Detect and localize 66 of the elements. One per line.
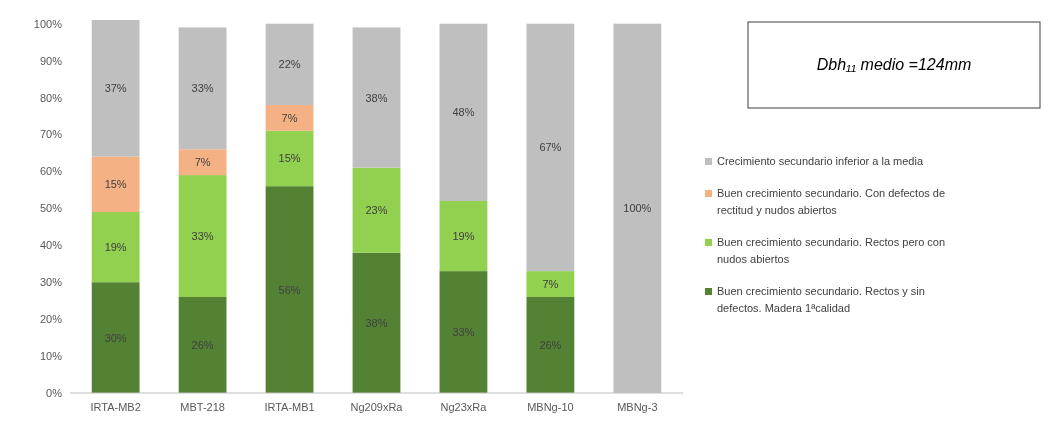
bar [91, 212, 140, 283]
data-label: 33% [452, 326, 475, 339]
y-tick-label: 0% [46, 387, 63, 399]
bar [352, 167, 401, 253]
bar [265, 23, 314, 105]
bar [265, 130, 314, 187]
bar [178, 175, 227, 297]
data-label: 7% [542, 278, 559, 291]
bar [178, 149, 227, 176]
bar [265, 186, 314, 393]
data-label: 33% [191, 82, 214, 95]
x-tick-label: MBT-218 [180, 401, 225, 413]
bar [352, 27, 401, 168]
data-label: 37% [104, 82, 127, 95]
data-label: 26% [191, 338, 214, 351]
bar [526, 296, 575, 393]
bar [439, 271, 488, 393]
y-tick-label: 30% [39, 276, 63, 289]
data-label: 38% [365, 316, 388, 329]
data-label: 30% [104, 331, 127, 344]
data-label: 7% [194, 156, 211, 169]
x-tick-label: MBNg-3 [617, 401, 658, 413]
y-tick-label: 90% [39, 54, 63, 67]
y-tick-label: 50% [39, 202, 63, 215]
x-tick-label: Ng209xRa [350, 401, 404, 413]
data-label: 22% [278, 58, 301, 71]
bar [526, 23, 575, 272]
y-tick-label: 10% [39, 350, 63, 363]
y-tick-label: 100% [33, 17, 63, 30]
legend-label: Buen crecimiento secundario. Rectos y sin defectos. Madera 1ªcalidad [717, 285, 925, 314]
data-label: 19% [104, 241, 127, 254]
x-tick-label: IRTA-MB1 [264, 401, 315, 413]
text: Dbh₁₁ medio =124mm [816, 56, 972, 73]
bar [265, 104, 314, 131]
data-label: 67% [539, 141, 562, 154]
y-tick-label: 20% [39, 313, 63, 326]
data-label: 56% [278, 283, 301, 296]
legend-label: Buen crecimiento secundario. Con defectos de rectitud y nudos abiertos [717, 187, 946, 216]
y-tick-label: 80% [39, 91, 63, 104]
data-label: 19% [452, 230, 475, 243]
data-label: 100% [623, 202, 652, 215]
data-label: 15% [104, 178, 127, 191]
x-tick-label: Ng23xRa [440, 401, 488, 413]
bar [439, 200, 488, 272]
bar [352, 252, 401, 393]
data-label: 38% [365, 91, 388, 104]
x-tick-label: IRTA-MB2 [90, 401, 141, 413]
data-label: 26% [539, 338, 562, 351]
bar [439, 23, 488, 201]
y-tick-label: 60% [39, 165, 63, 178]
data-label: 7% [281, 111, 298, 124]
y-tick-label: 70% [39, 128, 63, 141]
bar [91, 20, 140, 157]
legend-label: Crecimiento secundario inferior a la media [717, 155, 924, 167]
bar [91, 282, 140, 393]
bar [178, 296, 227, 393]
data-label: 33% [191, 230, 214, 243]
legend-label: Buen crecimiento secundario. Rectos pero con nudos abiertos [717, 236, 946, 265]
data-label: 48% [452, 106, 475, 119]
data-label: 23% [365, 204, 388, 217]
data-label: 15% [278, 152, 301, 165]
bar [526, 271, 575, 297]
bar [91, 156, 140, 213]
bar [178, 27, 227, 150]
x-tick-label: MBNg-10 [527, 401, 574, 413]
y-tick-label: 40% [39, 239, 63, 252]
